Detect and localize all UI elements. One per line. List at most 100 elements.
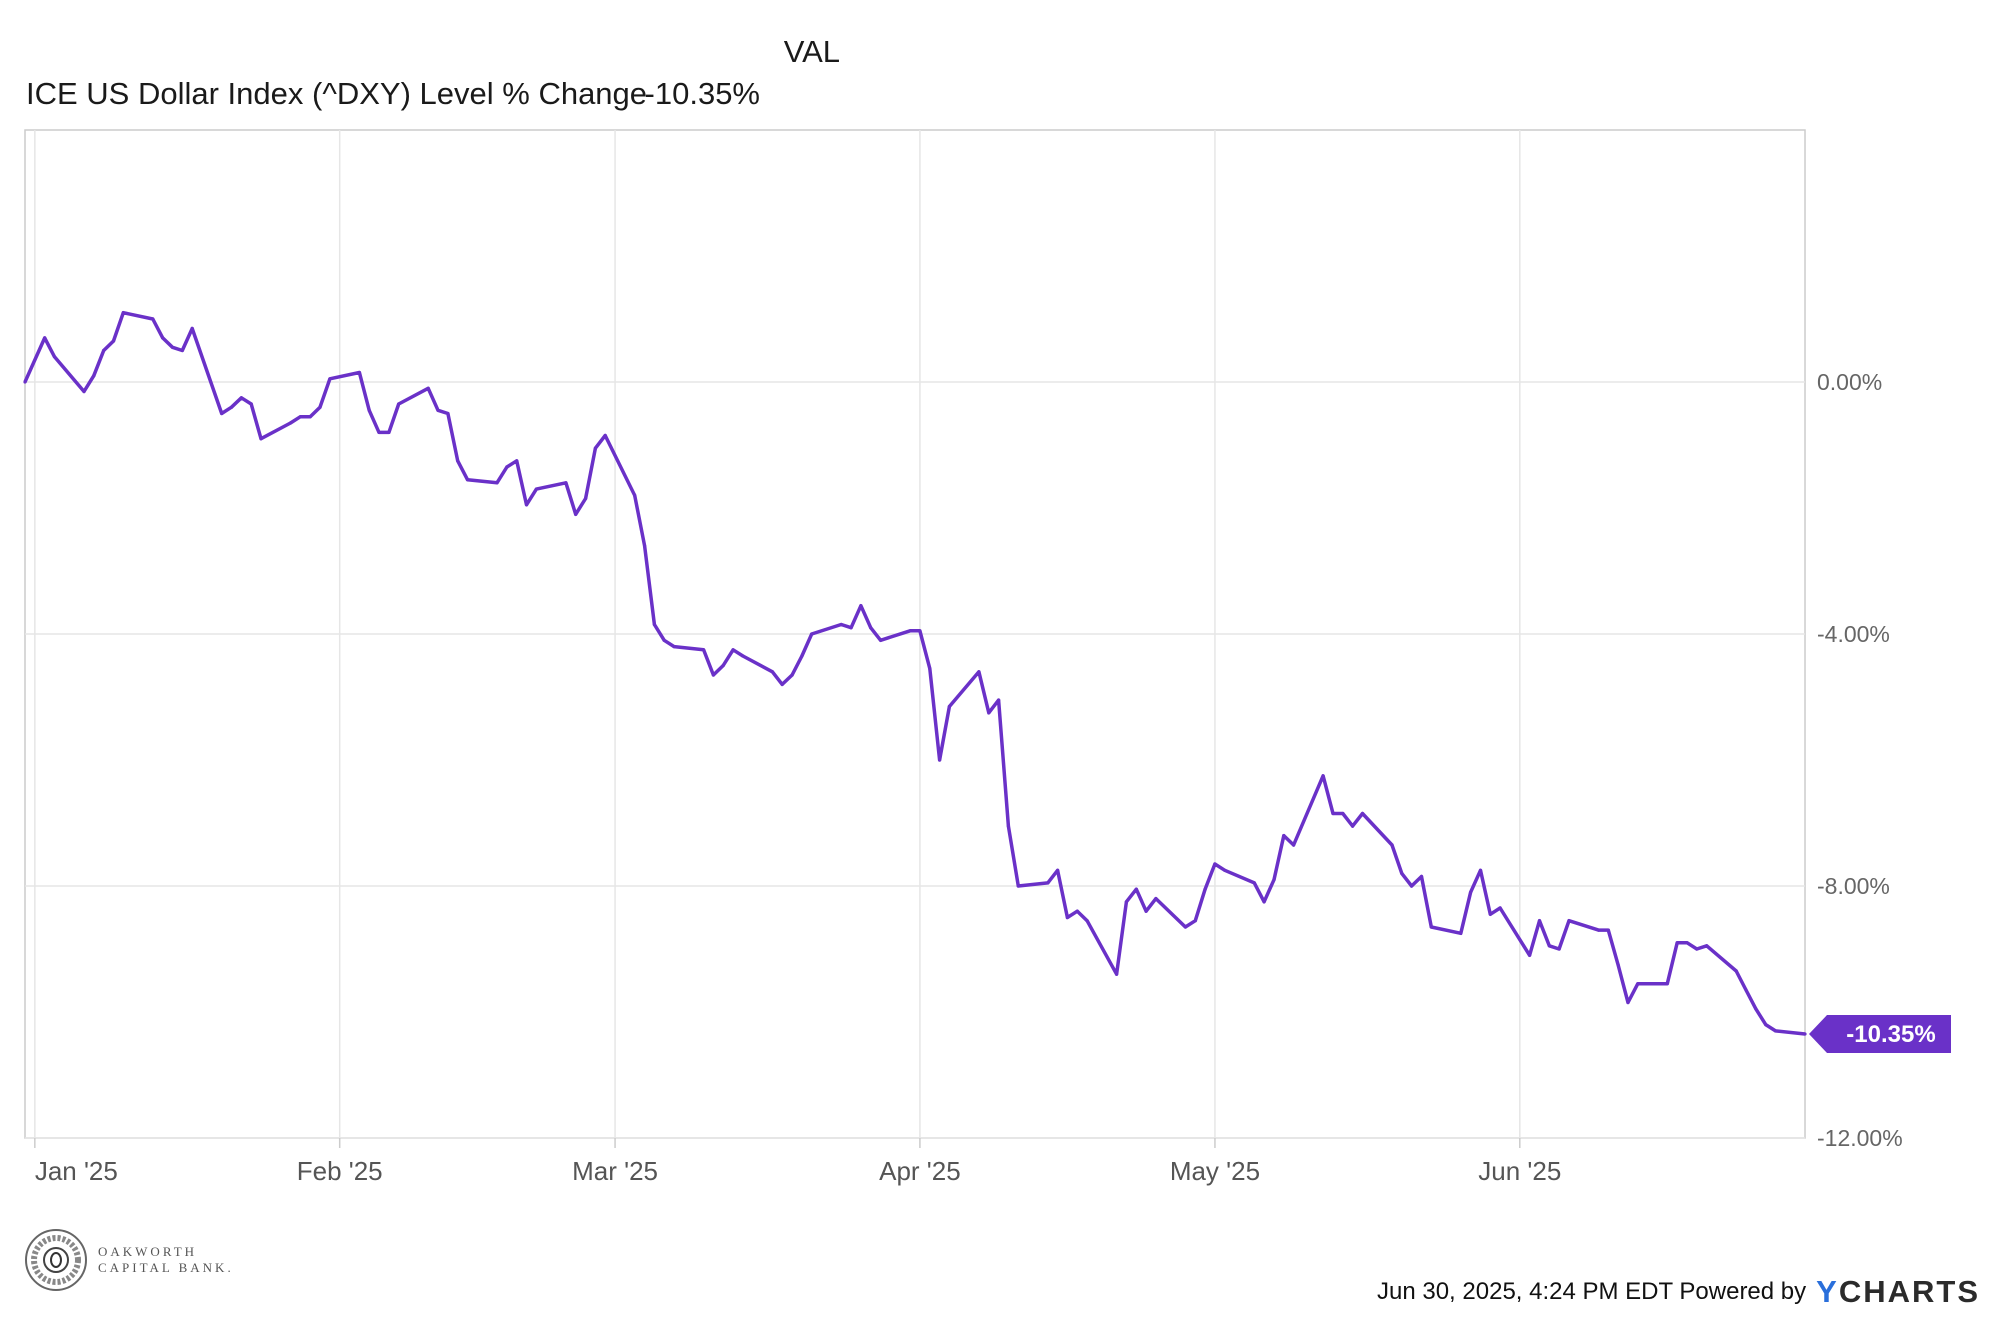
data-point [711,673,716,677]
data-point [1193,919,1197,923]
data-point [672,645,676,649]
chart-grid [24,129,1806,1139]
last-value-badge: -10.35% [1809,1015,1951,1054]
data-point [1488,912,1492,916]
data-point [1282,834,1286,838]
data-point [790,673,794,677]
data-point [1213,862,1217,866]
data-point [1124,900,1128,904]
data-point [308,415,312,419]
data-point [1803,1032,1807,1036]
data-point [1360,811,1365,816]
data-point [397,402,401,406]
x-tick-label: Apr '25 [879,1156,961,1186]
data-point [633,493,637,497]
data-point [947,704,952,709]
data-point [869,626,873,630]
footer: Jun 30, 2025, 4:24 PM EDT Powered by YCH… [1377,1274,1980,1310]
data-point [1351,824,1355,828]
data-point [1469,890,1473,894]
data-point [1459,931,1463,935]
data-point [1478,868,1483,872]
data-point [288,421,293,425]
data-point [1695,947,1699,951]
data-point [938,758,942,762]
data-point [810,632,814,636]
data-point [1754,1007,1758,1011]
x-tick-label: Feb '25 [297,1156,383,1186]
oakworth-logo: OAKWORTH CAPITAL BANK. [24,1228,234,1292]
data-point [534,487,539,491]
data-point [1203,887,1207,891]
data-point [446,411,450,416]
data-point [1016,884,1020,888]
data-point [1764,1023,1768,1027]
data-point [1665,982,1669,986]
data-point [43,336,47,340]
data-point [220,411,224,416]
data-point [1252,881,1256,885]
data-point [495,481,499,485]
data-point [977,670,981,674]
ycharts-brand-y: Y [1816,1274,1839,1309]
data-point [102,348,106,353]
data-point [190,326,194,331]
data-point [111,339,116,343]
data-point [721,663,725,668]
data-point [1498,906,1502,910]
data-point [1734,969,1738,973]
last-value-badge-shape [1809,1015,1951,1054]
data-point [1537,919,1542,923]
legend-column-header: VAL [783,34,840,69]
data-point [426,386,430,390]
data-point [328,377,332,381]
data-point [574,512,578,516]
data-point [1606,928,1610,932]
data-point [662,638,666,642]
data-point [465,478,470,482]
data-point [161,336,165,340]
data-point [1429,925,1433,929]
data-point [1056,868,1060,872]
ycharts-brand[interactable]: YCHARTS [1816,1274,1980,1310]
data-point [367,408,371,412]
data-point [1547,944,1551,948]
data-point [1154,897,1158,901]
y-tick-label: -4.00% [1817,621,1890,647]
line-chart[interactable]: Jan '25 Feb '25 Mar '25 Apr '25 May '25 Jun '… [0,0,2000,1240]
data-point [1046,881,1050,885]
data-point [1616,963,1620,967]
data-point [82,389,86,394]
data-point [928,667,932,671]
x-tick-label: Mar '25 [572,1156,658,1186]
data-point [377,430,381,434]
data-point [839,622,843,627]
data-point [52,355,57,359]
series-line [23,310,1806,1036]
data-point [1636,982,1640,986]
data-point [1134,887,1138,891]
data-point [1705,944,1709,948]
data-point [524,503,529,507]
data-point [1115,972,1119,976]
data-point [92,374,96,378]
data-point [593,446,598,450]
data-point [1341,811,1345,816]
data-point [1223,868,1227,872]
data-point [357,370,361,375]
data-point [702,648,706,652]
wreath-logo-icon [25,1229,87,1291]
legend-series-label[interactable]: ICE US Dollar Index (^DXY) Level % Chang… [26,76,648,111]
data-point [908,629,912,633]
data-point [1557,947,1561,951]
data-point [170,345,175,349]
data-point [1262,900,1266,904]
data-point [584,496,588,501]
last-value-badge-label: -10.35% [1846,1021,1935,1048]
data-point [1075,909,1079,913]
data-point [1331,811,1335,816]
data-point [879,638,883,642]
data-point [239,396,243,400]
data-point [1183,925,1187,929]
data-point [564,481,568,485]
